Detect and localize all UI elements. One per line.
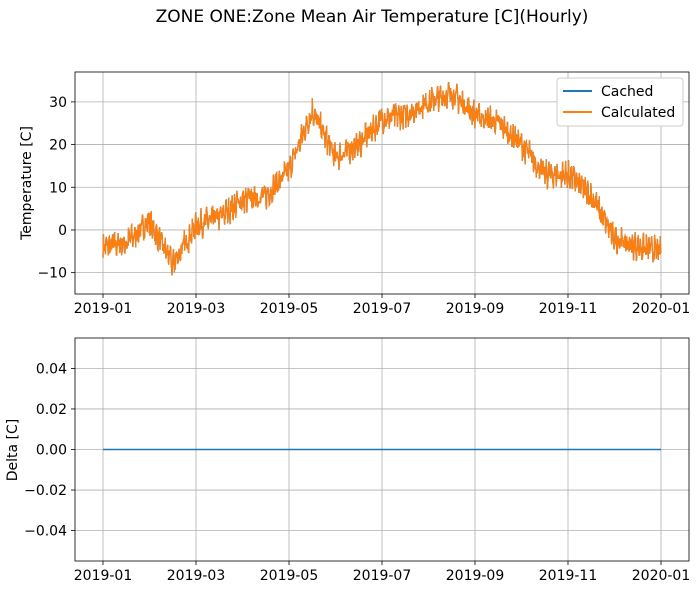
legend-label-calculated: Calculated: [601, 105, 675, 121]
x-tick-label: 2019-03: [167, 568, 226, 584]
series-calculated: [102, 82, 662, 276]
legend-label-cached: Cached: [601, 84, 653, 100]
x-tick-label: 2019-05: [260, 301, 319, 317]
temperature-series: [102, 82, 662, 276]
delta-y-label: Delta [C]: [5, 419, 21, 482]
legend: Cached Calculated: [556, 77, 684, 127]
y-tick-label: 0.00: [36, 443, 67, 459]
delta-x-ticks: 2019-01 2019-03 2019-05 2019-07 2019-09 2019-…: [74, 561, 691, 584]
x-tick-label: 2019-11: [539, 568, 598, 584]
y-tick-label: −0.02: [24, 483, 67, 499]
y-tick-label: 0.04: [36, 361, 67, 377]
x-tick-label: 2019-09: [446, 301, 505, 317]
temperature-x-ticks: 2019-01 2019-03 2019-05 2019-07 2019-09 2019-…: [74, 294, 691, 317]
x-tick-label: 2019-03: [167, 301, 226, 317]
y-tick-label: 0: [58, 223, 67, 239]
y-tick-label: −0.04: [24, 524, 67, 540]
y-tick-label: 20: [49, 138, 67, 154]
x-tick-label: 2019-07: [353, 568, 412, 584]
x-tick-label: 2020-01: [632, 301, 691, 317]
x-tick-label: 2019-01: [74, 568, 133, 584]
delta-y-ticks: 0.04 0.02 0.00 −0.02 −0.04: [24, 361, 75, 540]
x-tick-label: 2020-01: [632, 568, 691, 584]
x-tick-label: 2019-09: [446, 568, 505, 584]
x-tick-label: 2019-07: [353, 301, 412, 317]
y-tick-label: 30: [49, 95, 67, 111]
x-tick-label: 2019-01: [74, 301, 133, 317]
y-tick-label: 10: [49, 180, 67, 196]
chart-title: ZONE ONE:Zone Mean Air Temperature [C](H…: [156, 7, 589, 27]
temperature-y-ticks: 30 20 10 0 −10: [37, 95, 75, 282]
y-tick-label: 0.02: [36, 402, 67, 418]
x-tick-label: 2019-05: [260, 568, 319, 584]
y-tick-label: −10: [37, 266, 67, 282]
temperature-y-label: Temperature [C]: [19, 126, 35, 241]
x-tick-label: 2019-11: [539, 301, 598, 317]
